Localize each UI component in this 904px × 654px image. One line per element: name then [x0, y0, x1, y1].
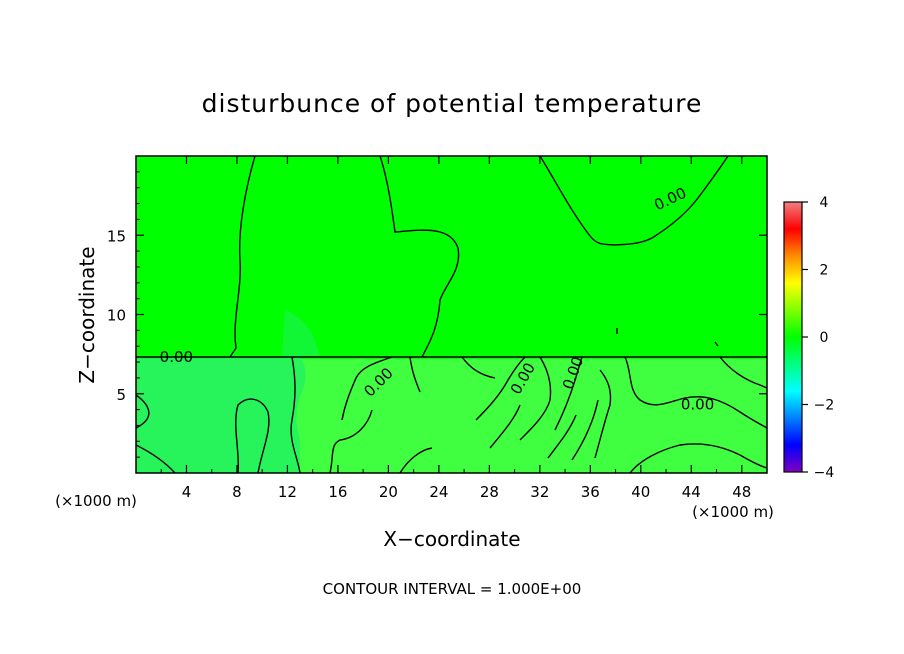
x-axis-label: X−coordinate	[383, 527, 520, 551]
contour-line	[629, 443, 767, 473]
x-tick-label: 48	[732, 483, 751, 501]
x-tick-label: 32	[530, 483, 549, 501]
contour-line	[719, 356, 767, 389]
x-unit-right: (×1000 m)	[692, 503, 774, 521]
contour-line	[399, 447, 433, 473]
contour-line	[136, 444, 176, 473]
contour-line	[475, 356, 526, 421]
x-axis: 4 8 12 16 20 24 28 32 36 40 44 48	[160, 156, 751, 501]
contour-line	[341, 356, 393, 421]
cool-patch	[282, 310, 320, 357]
y-axis-label: Z−coordinate	[75, 246, 99, 383]
colorbar-tick-label: −4	[814, 465, 835, 481]
contour-line	[519, 356, 552, 441]
contour-line	[547, 414, 577, 459]
contour-line	[379, 156, 460, 358]
contour-line	[554, 356, 583, 431]
contour-line	[539, 156, 729, 246]
contour-line	[290, 356, 301, 473]
contour-line	[714, 341, 719, 347]
contour-line	[594, 369, 612, 459]
contour-line	[136, 394, 150, 429]
colorbar-tick-label: 2	[820, 263, 829, 279]
x-tick-label: 28	[480, 483, 499, 501]
colorbar-ticks: 4 2 0 −2 −4	[802, 195, 834, 481]
contour-label: 0.00	[160, 348, 193, 366]
contour-label: 0.00	[681, 396, 714, 414]
x-tick-label: 24	[429, 483, 448, 501]
contour-interval-note: CONTOUR INTERVAL = 1.000E+00	[323, 580, 582, 598]
contour-line	[229, 156, 256, 358]
contour-line	[571, 399, 599, 461]
x-tick-label: 36	[581, 483, 600, 501]
y-tick-label: 5	[116, 386, 126, 404]
cool-patch	[136, 357, 306, 473]
heatmap-field: 0.000.00 0.00 0.000.000.00	[136, 156, 767, 473]
colorbar-tick-label: −2	[814, 398, 835, 414]
y-tick-label: 15	[107, 227, 126, 245]
x-tick-label: 12	[278, 483, 297, 501]
contour-line	[235, 398, 270, 473]
chart-title: disturbunce of potential temperature	[202, 89, 703, 118]
colorbar-tick-label: 4	[820, 195, 829, 211]
x-tick-label: 20	[379, 483, 398, 501]
contour-line	[409, 356, 421, 393]
colorbar-tick-label: 0	[820, 330, 829, 346]
contour-line	[329, 409, 373, 473]
y-axis: 5 10 15	[107, 171, 767, 458]
x-tick-label: 16	[328, 483, 347, 501]
colorbar	[783, 201, 803, 473]
contour-line	[624, 356, 767, 429]
y-tick-label: 10	[107, 307, 126, 325]
contour-line	[461, 356, 496, 379]
contour-line	[489, 404, 521, 449]
x-tick-label: 4	[182, 483, 192, 501]
x-unit-left: (×1000 m)	[55, 492, 137, 510]
contour-lines	[136, 156, 767, 473]
x-tick-label: 44	[682, 483, 701, 501]
x-tick-label: 40	[631, 483, 650, 501]
x-tick-label: 8	[232, 483, 242, 501]
